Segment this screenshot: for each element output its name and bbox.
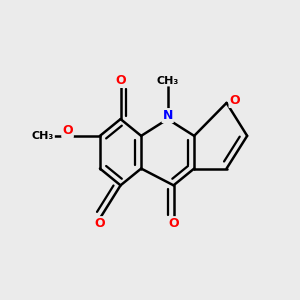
Text: CH₃: CH₃ (32, 131, 54, 141)
Text: N: N (163, 109, 173, 122)
Text: CH₃: CH₃ (157, 76, 179, 85)
Text: O: O (168, 217, 179, 230)
Text: O: O (94, 217, 105, 230)
Text: O: O (115, 74, 126, 87)
Text: O: O (230, 94, 240, 107)
Text: O: O (62, 124, 73, 137)
